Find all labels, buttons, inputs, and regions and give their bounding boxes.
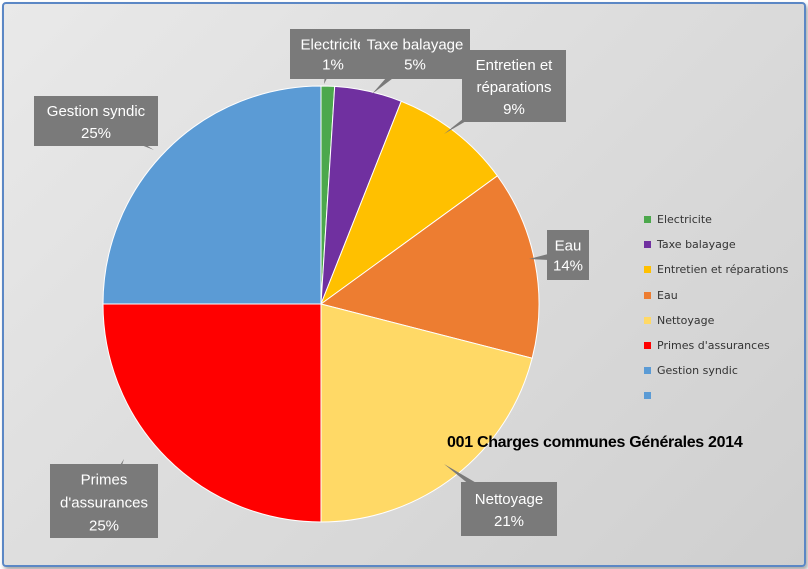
data-label-text: Eau bbox=[555, 238, 582, 255]
data-label-text: 14% bbox=[553, 258, 583, 275]
data-label-text: 9% bbox=[503, 101, 525, 118]
data-label-text: Entretien et bbox=[476, 57, 554, 74]
legend-item: Electricite bbox=[644, 207, 788, 232]
legend-item: Nettoyage bbox=[644, 308, 788, 333]
data-label-eau: Eau 14% bbox=[529, 230, 589, 280]
data-label-text: Taxe balayage bbox=[367, 37, 464, 54]
data-label-text: Nettoyage bbox=[475, 491, 543, 508]
legend-swatch bbox=[644, 241, 651, 249]
data-label-text: d'assurances bbox=[60, 494, 148, 511]
legend-item bbox=[644, 383, 788, 408]
callout-box bbox=[34, 96, 158, 146]
legend-label: Primes d'assurances bbox=[657, 339, 770, 353]
legend-swatch bbox=[644, 367, 651, 375]
data-label-primes-d-assurances: Primes d'assurances 25% bbox=[50, 459, 158, 538]
callout-box bbox=[461, 482, 557, 536]
pie-slice-primes-d-assurances bbox=[102, 303, 322, 523]
data-label-text: 1% bbox=[322, 57, 344, 74]
chart-legend: Electricite Taxe balayage Entretien et rép… bbox=[644, 207, 788, 409]
data-label-taxe-balayage: Taxe balayage 5% bbox=[360, 29, 470, 94]
data-label-text: Electricite bbox=[300, 37, 365, 54]
data-label-gestion-syndic: Gestion syndic 25% bbox=[34, 96, 158, 150]
data-label-text: 21% bbox=[494, 513, 524, 530]
legend-swatch bbox=[644, 291, 651, 299]
legend-label: Nettoyage bbox=[657, 313, 715, 327]
legend-swatch bbox=[644, 216, 651, 224]
callout-box bbox=[50, 464, 158, 538]
data-label-text: 25% bbox=[89, 517, 119, 534]
legend-item: Primes d'assurances bbox=[644, 333, 788, 358]
data-label-entretien-et-r-parations: Entretien et réparations 9% bbox=[444, 50, 566, 134]
legend-item: Gestion syndic bbox=[644, 358, 788, 383]
legend-label: Eau bbox=[657, 288, 678, 302]
legend-label: Gestion syndic bbox=[657, 364, 738, 378]
legend-item: Eau bbox=[644, 283, 788, 308]
legend-label: Taxe balayage bbox=[657, 238, 736, 252]
legend-swatch bbox=[644, 342, 651, 350]
data-label-text: 5% bbox=[404, 57, 426, 74]
legend-item: Taxe balayage bbox=[644, 232, 788, 257]
pie-slice-entretien-et-r-parations bbox=[319, 100, 499, 306]
data-label-text: Primes bbox=[81, 471, 128, 488]
callout-box bbox=[547, 230, 589, 280]
pie-slice-eau bbox=[319, 175, 540, 359]
legend-item: Entretien et réparations bbox=[644, 257, 788, 282]
pie-chart: Electricite 1% Taxe balayage 5% Entretien et… bbox=[34, 29, 589, 538]
pie-slice-nettoyage bbox=[320, 303, 533, 523]
legend-label: Electricite bbox=[657, 213, 712, 227]
data-label-nettoyage: Nettoyage 21% bbox=[444, 464, 557, 536]
data-label-text: Gestion syndic bbox=[47, 103, 146, 120]
callout-box bbox=[462, 50, 566, 122]
legend-swatch bbox=[644, 266, 651, 274]
legend-label: Entretien et réparations bbox=[657, 263, 789, 277]
chart-title: 001 Charges communes Générales 2014 bbox=[447, 434, 743, 451]
callout-box bbox=[360, 29, 470, 79]
pie-slice-gestion-syndic bbox=[102, 85, 322, 305]
legend-swatch bbox=[644, 392, 651, 400]
legend-swatch bbox=[644, 316, 651, 324]
data-label-text: 25% bbox=[81, 125, 111, 142]
data-label-text: réparations bbox=[476, 79, 551, 96]
